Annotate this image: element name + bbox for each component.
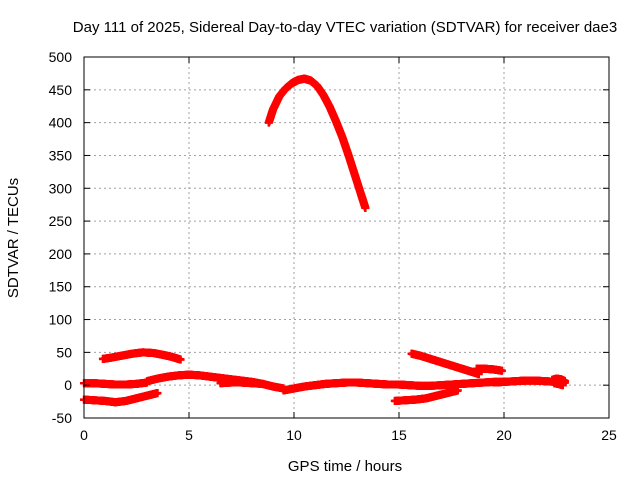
series-arc-afternoon-flat bbox=[384, 377, 508, 390]
series-arc-early-flat bbox=[80, 378, 151, 389]
chart-title: Day 111 of 2025, Sidereal Day-to-day VTE… bbox=[73, 19, 617, 36]
series-arc-main-peak bbox=[264, 74, 370, 212]
series-arc-end-cluster bbox=[548, 374, 569, 390]
data-points bbox=[80, 74, 569, 407]
data-point bbox=[453, 386, 462, 395]
x-axis-label: GPS time / hours bbox=[288, 458, 402, 475]
y-tick-label: 350 bbox=[49, 147, 73, 163]
y-tick-label: 50 bbox=[56, 344, 72, 360]
series-arc-morning-low bbox=[216, 378, 267, 388]
y-tick-label: 400 bbox=[49, 115, 73, 131]
x-tick-label: 5 bbox=[185, 427, 193, 443]
x-tick-label: 15 bbox=[391, 427, 407, 443]
y-tick-label: 500 bbox=[49, 49, 73, 65]
y-tick-label: 0 bbox=[64, 377, 72, 393]
data-point bbox=[153, 389, 162, 398]
x-tick-label: 10 bbox=[286, 427, 302, 443]
y-tick-label: -50 bbox=[52, 410, 72, 426]
series-arc-midday-flat bbox=[279, 378, 393, 395]
series-arc-early-neg bbox=[80, 389, 162, 407]
series-arc-late-small bbox=[472, 364, 506, 375]
y-tick-label: 250 bbox=[49, 213, 73, 229]
tick-marks bbox=[83, 56, 610, 419]
series-arc-morning-bump bbox=[143, 370, 288, 393]
y-tick-labels: -50 0 50 100 150 200 250 300 350 400 450 500 bbox=[49, 49, 73, 426]
series-arc-afternoon-neg bbox=[390, 386, 462, 405]
y-tick-label: 200 bbox=[49, 246, 73, 262]
y-tick-label: 450 bbox=[49, 82, 73, 98]
data-point bbox=[558, 381, 567, 390]
x-tick-label: 25 bbox=[601, 427, 617, 443]
x-tick-label: 0 bbox=[80, 427, 88, 443]
data-point bbox=[361, 203, 370, 212]
plot-border bbox=[83, 56, 610, 419]
grid bbox=[84, 57, 609, 418]
y-tick-label: 300 bbox=[49, 180, 73, 196]
data-point bbox=[258, 379, 267, 388]
series-arc-evening-high bbox=[407, 349, 483, 379]
x-tick-labels: 0 5 10 15 20 25 bbox=[80, 427, 617, 443]
y-tick-label: 150 bbox=[49, 279, 73, 295]
data-point bbox=[176, 355, 185, 364]
series-arc-early-high bbox=[98, 348, 185, 364]
x-tick-label: 20 bbox=[496, 427, 512, 443]
y-tick-label: 100 bbox=[49, 312, 73, 328]
y-axis-label: SDTVAR / TECUs bbox=[5, 178, 22, 298]
data-point bbox=[497, 366, 506, 375]
